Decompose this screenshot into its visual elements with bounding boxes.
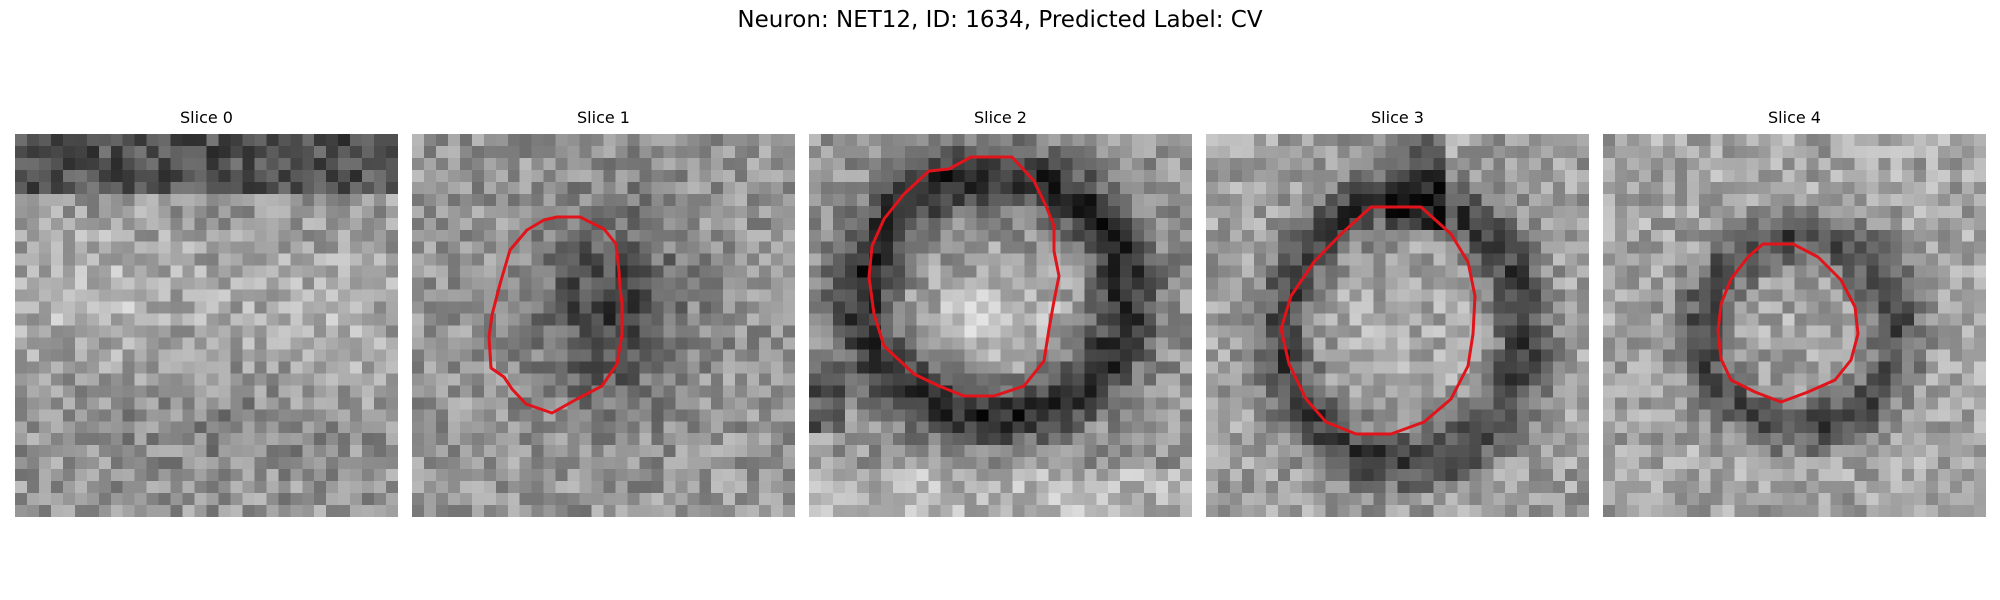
figure-title: Neuron: NET12, ID: 1634, Predicted Label… — [737, 7, 1263, 33]
segmentation-contour — [1279, 205, 1477, 436]
contour-overlay-4 — [1716, 242, 1860, 404]
slice-image-1 — [412, 134, 795, 517]
slice-title-3: Slice 3 — [1371, 108, 1424, 127]
slice-title-1: Slice 1 — [577, 108, 630, 127]
slice-image-0 — [15, 134, 398, 517]
slice-title-4: Slice 4 — [1768, 108, 1821, 127]
slice-image-4 — [1603, 134, 1986, 517]
contour-overlay-3 — [1279, 205, 1477, 436]
segmentation-contour — [1716, 242, 1860, 404]
slice-title-2: Slice 2 — [974, 108, 1027, 127]
segmentation-contour — [487, 215, 624, 415]
slice-title-0: Slice 0 — [180, 108, 233, 127]
contour-overlay-1 — [487, 215, 624, 415]
contour-overlay-2 — [867, 155, 1061, 398]
slice-image-2 — [809, 134, 1192, 517]
slice-image-3 — [1206, 134, 1589, 517]
segmentation-contour — [867, 155, 1061, 398]
